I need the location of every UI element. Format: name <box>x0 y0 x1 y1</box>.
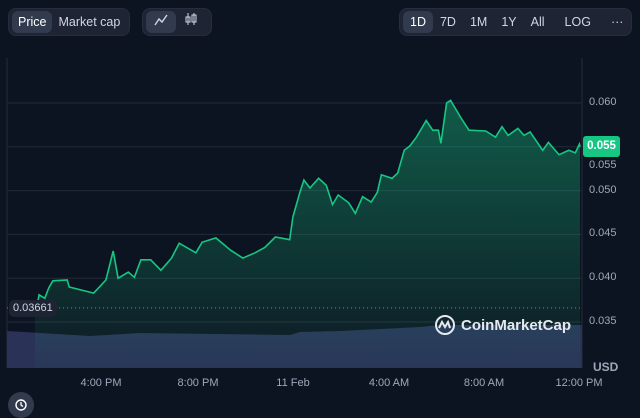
history-icon <box>14 398 28 412</box>
y-tick-label: 0.055 <box>589 159 617 171</box>
y-tick-label: 0.060 <box>589 96 617 108</box>
currency-label: USD <box>593 360 618 374</box>
x-tick-label: 8:00 AM <box>464 377 504 389</box>
reference-price-label: 0.03661 <box>9 300 57 317</box>
y-tick-label: 0.040 <box>589 271 617 283</box>
x-tick-label: 4:00 AM <box>369 377 409 389</box>
history-button[interactable] <box>8 392 34 418</box>
coinmarketcap-logo-icon <box>434 314 456 336</box>
current-price-badge: 0.055 <box>583 136 620 157</box>
y-tick-label: 0.050 <box>589 184 617 196</box>
y-tick-label: 0.035 <box>589 315 617 327</box>
x-tick-label: 11 Feb <box>276 377 309 389</box>
coinmarketcap-logo: CoinMarketCap <box>434 314 571 336</box>
x-tick-label: 4:00 PM <box>81 377 122 389</box>
x-tick-label: 8:00 PM <box>178 377 219 389</box>
brand-name: CoinMarketCap <box>461 317 571 334</box>
x-tick-label: 12:00 PM <box>555 377 602 389</box>
y-tick-label: 0.045 <box>589 227 617 239</box>
